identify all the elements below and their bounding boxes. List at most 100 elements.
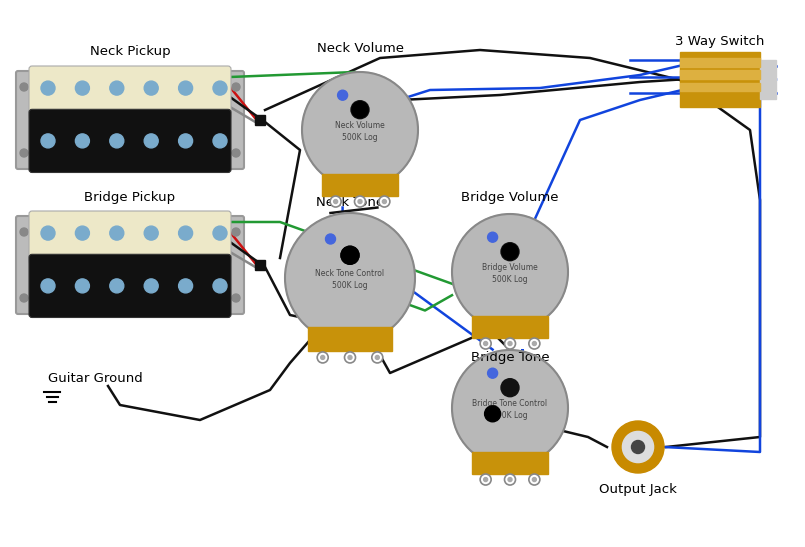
- Circle shape: [337, 90, 348, 100]
- Circle shape: [41, 279, 55, 293]
- Circle shape: [109, 279, 124, 293]
- Circle shape: [529, 338, 540, 349]
- Circle shape: [485, 406, 501, 422]
- Circle shape: [320, 356, 324, 359]
- Text: Guitar Ground: Guitar Ground: [48, 371, 142, 385]
- Circle shape: [232, 294, 240, 302]
- Circle shape: [502, 244, 518, 260]
- Circle shape: [213, 81, 227, 95]
- Circle shape: [179, 226, 192, 240]
- Circle shape: [20, 228, 28, 236]
- Circle shape: [488, 232, 497, 242]
- Circle shape: [622, 432, 654, 463]
- FancyBboxPatch shape: [29, 109, 231, 172]
- FancyBboxPatch shape: [29, 254, 231, 317]
- Circle shape: [232, 83, 240, 91]
- Circle shape: [76, 134, 89, 148]
- Circle shape: [351, 101, 369, 119]
- Bar: [680, 83, 760, 91]
- Circle shape: [179, 134, 192, 148]
- Circle shape: [352, 102, 368, 118]
- Circle shape: [144, 226, 159, 240]
- Circle shape: [76, 279, 89, 293]
- Circle shape: [41, 134, 55, 148]
- Bar: [473, 451, 547, 474]
- Text: 3 Way Switch: 3 Way Switch: [675, 36, 765, 49]
- FancyBboxPatch shape: [16, 216, 244, 314]
- Circle shape: [631, 440, 645, 453]
- Circle shape: [480, 338, 491, 349]
- Text: Neck Tone: Neck Tone: [316, 196, 384, 210]
- Circle shape: [285, 213, 415, 343]
- Text: Output Jack: Output Jack: [599, 482, 677, 496]
- FancyBboxPatch shape: [29, 211, 231, 264]
- Text: 500K Log: 500K Log: [342, 132, 378, 142]
- Circle shape: [501, 379, 519, 397]
- Bar: [255, 115, 265, 125]
- Circle shape: [508, 478, 512, 481]
- Circle shape: [213, 134, 227, 148]
- Circle shape: [109, 81, 124, 95]
- Text: 500K Log: 500K Log: [492, 275, 528, 283]
- Bar: [473, 316, 547, 337]
- Circle shape: [375, 356, 379, 359]
- Circle shape: [109, 134, 124, 148]
- Circle shape: [317, 352, 328, 363]
- Circle shape: [20, 83, 28, 91]
- Circle shape: [333, 200, 337, 203]
- Circle shape: [612, 421, 664, 473]
- Text: Neck Tone Control: Neck Tone Control: [316, 269, 385, 277]
- Circle shape: [488, 368, 497, 378]
- Circle shape: [341, 246, 359, 264]
- FancyBboxPatch shape: [29, 66, 231, 119]
- Circle shape: [501, 243, 519, 261]
- Circle shape: [372, 352, 383, 363]
- Text: Bridge Pickup: Bridge Pickup: [85, 190, 175, 203]
- Bar: [255, 260, 265, 270]
- Bar: [322, 173, 398, 195]
- Circle shape: [484, 341, 488, 346]
- Circle shape: [358, 200, 362, 203]
- Circle shape: [382, 200, 386, 203]
- Circle shape: [532, 341, 536, 346]
- Circle shape: [452, 214, 568, 330]
- FancyBboxPatch shape: [16, 71, 244, 169]
- Circle shape: [345, 352, 356, 363]
- Circle shape: [325, 234, 336, 244]
- Circle shape: [144, 279, 159, 293]
- Text: 500K Log: 500K Log: [332, 281, 368, 289]
- Text: Bridge Volume: Bridge Volume: [461, 190, 559, 203]
- Text: Bridge Volume: Bridge Volume: [482, 263, 538, 271]
- Circle shape: [480, 474, 491, 485]
- Bar: [680, 58, 760, 67]
- Circle shape: [76, 226, 89, 240]
- Circle shape: [179, 279, 192, 293]
- Circle shape: [354, 196, 365, 207]
- Circle shape: [452, 350, 568, 466]
- Circle shape: [330, 196, 341, 207]
- Circle shape: [302, 72, 418, 188]
- Circle shape: [529, 474, 540, 485]
- Circle shape: [232, 228, 240, 236]
- Circle shape: [232, 149, 240, 157]
- Text: 500K Log: 500K Log: [492, 410, 528, 420]
- Circle shape: [508, 341, 512, 346]
- Circle shape: [20, 149, 28, 157]
- Circle shape: [348, 356, 352, 359]
- Circle shape: [109, 226, 124, 240]
- Circle shape: [179, 81, 192, 95]
- Text: Bridge Tone Control: Bridge Tone Control: [473, 399, 547, 408]
- Text: Neck Pickup: Neck Pickup: [89, 45, 171, 59]
- Circle shape: [484, 478, 488, 481]
- Circle shape: [41, 81, 55, 95]
- Circle shape: [76, 81, 89, 95]
- Bar: [760, 60, 776, 99]
- Text: Neck Volume: Neck Volume: [335, 120, 385, 130]
- Circle shape: [144, 81, 159, 95]
- Circle shape: [505, 474, 515, 485]
- Circle shape: [379, 196, 390, 207]
- Bar: [308, 327, 392, 352]
- Bar: [680, 71, 760, 79]
- Text: Bridge Tone: Bridge Tone: [471, 352, 549, 364]
- Circle shape: [213, 279, 227, 293]
